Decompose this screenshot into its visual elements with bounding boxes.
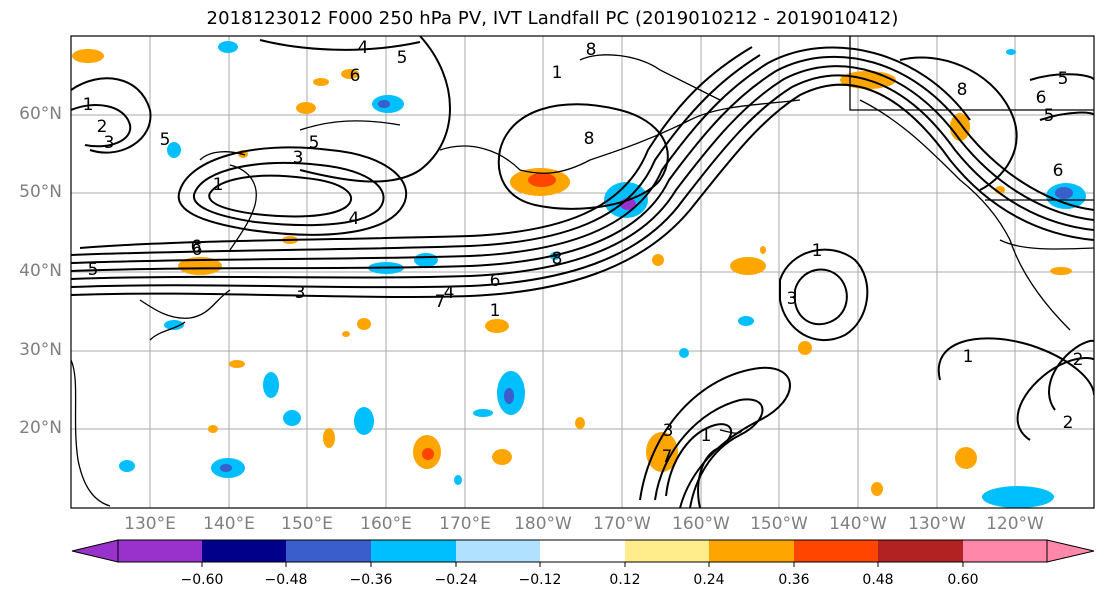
- lat-label: 60°N: [19, 104, 62, 124]
- contour-label: 6: [350, 66, 361, 86]
- contour-label: 3: [295, 283, 306, 303]
- map-frame: [70, 35, 1095, 509]
- colorbar-segment: [878, 540, 963, 562]
- contour-label: 2: [97, 117, 108, 137]
- coastlines: [71, 36, 1094, 507]
- contour-label: 1: [552, 63, 563, 83]
- map-panel: 4 5 6 8 1 2 3 5 3 5 1 4 6 5 3 4 6 7 1 8 …: [71, 36, 1094, 508]
- map-title: 2018123012 F000 250 hPa PV, IVT Landfall…: [206, 8, 899, 29]
- colorbar-segment: [286, 540, 371, 562]
- contour-label: 3: [787, 289, 798, 309]
- lon-label: 180°W: [514, 514, 572, 534]
- contour-label: 1: [213, 175, 224, 195]
- contour-label: 4: [349, 209, 360, 229]
- contour-label: 1: [963, 347, 974, 367]
- contour-label: 1: [701, 426, 712, 446]
- colorbar-tick-label: 0.60: [947, 572, 979, 588]
- colorbar: [71, 539, 1095, 567]
- contour-label: 4: [358, 38, 369, 58]
- colorbar-tick-label: −0.12: [518, 572, 562, 588]
- contour-label: 5: [397, 48, 408, 68]
- contour-label: 5: [1044, 106, 1055, 126]
- contour-label: 6: [1036, 88, 1047, 108]
- lon-label: 160°E: [360, 514, 412, 534]
- colorbar-segment: [202, 540, 286, 562]
- lat-label: 20°N: [19, 418, 62, 438]
- contour-label: 5: [160, 130, 171, 150]
- contour-label: 8: [552, 249, 563, 269]
- contour-label: 8: [957, 80, 968, 100]
- colorbar-extend-max: [1046, 539, 1095, 563]
- contour-label: 3: [663, 421, 674, 441]
- contour-label: 3: [293, 148, 304, 168]
- contour-label: 6: [192, 240, 203, 260]
- contour-label: 5: [309, 133, 320, 153]
- contour-label: 6: [490, 271, 501, 291]
- colorbar-segment: [963, 540, 1047, 562]
- contour-label: 2: [1073, 350, 1084, 370]
- colorbar-segment: [118, 540, 202, 562]
- ivt-contours: [71, 36, 1094, 508]
- colorbar-tick-label: 0.24: [693, 572, 725, 588]
- colorbar-tick-label: 0.12: [609, 572, 641, 588]
- lon-label: 130°W: [908, 514, 966, 534]
- lat-label: 40°N: [19, 261, 62, 281]
- lon-label: 160°W: [672, 514, 730, 534]
- colorbar-tick-label: 0.48: [862, 572, 894, 588]
- colorbar-tick-label: −0.60: [180, 572, 224, 588]
- colorbar-segment: [456, 540, 540, 562]
- contour-label: 6: [191, 237, 202, 257]
- lon-label: 130°E: [124, 514, 176, 534]
- colorbar-tick-label: 0.36: [778, 572, 810, 588]
- contour-label: 5: [1058, 69, 1069, 89]
- contour-label: 2: [1063, 413, 1074, 433]
- contour-label: 7: [662, 447, 673, 467]
- contour-label: 5: [88, 260, 99, 280]
- contour-label: 1: [490, 301, 501, 321]
- contour-label: 6: [1053, 161, 1064, 181]
- contour-label: 1: [83, 95, 94, 115]
- contour-labels: 4 5 6 8 1 2 3 5 3 5 1 4 6 5 3 4 6 7 1 8 …: [83, 38, 1084, 467]
- lon-label: 140°W: [829, 514, 887, 534]
- lat-label: 50°N: [19, 182, 62, 202]
- colorbar-segment: [371, 540, 456, 562]
- contour-label: 8: [584, 129, 595, 149]
- colorbar-extend-min: [71, 539, 119, 563]
- contour-label: 1: [812, 241, 823, 261]
- colorbar-segment: [625, 540, 709, 562]
- colorbar-segment: [540, 540, 625, 562]
- colorbar-tick-label: −0.36: [349, 572, 393, 588]
- lon-label: 170°W: [593, 514, 651, 534]
- colorbar-tick-label: −0.24: [434, 572, 478, 588]
- contour-label: 7: [435, 292, 446, 312]
- contour-label: 3: [104, 133, 115, 153]
- contour-label: 8: [586, 40, 597, 60]
- lon-label: 170°E: [439, 514, 491, 534]
- colorbar-segment: [709, 540, 794, 562]
- colorbar-segment: [794, 540, 878, 562]
- lon-label: 150°W: [750, 514, 808, 534]
- colorbar-tick-label: −0.48: [264, 572, 308, 588]
- lon-label: 150°E: [281, 514, 333, 534]
- lon-label: 140°E: [203, 514, 255, 534]
- contour-label: 4: [444, 283, 455, 303]
- lon-label: 120°W: [986, 514, 1044, 534]
- lat-label: 30°N: [19, 340, 62, 360]
- gridlines: [71, 36, 1094, 508]
